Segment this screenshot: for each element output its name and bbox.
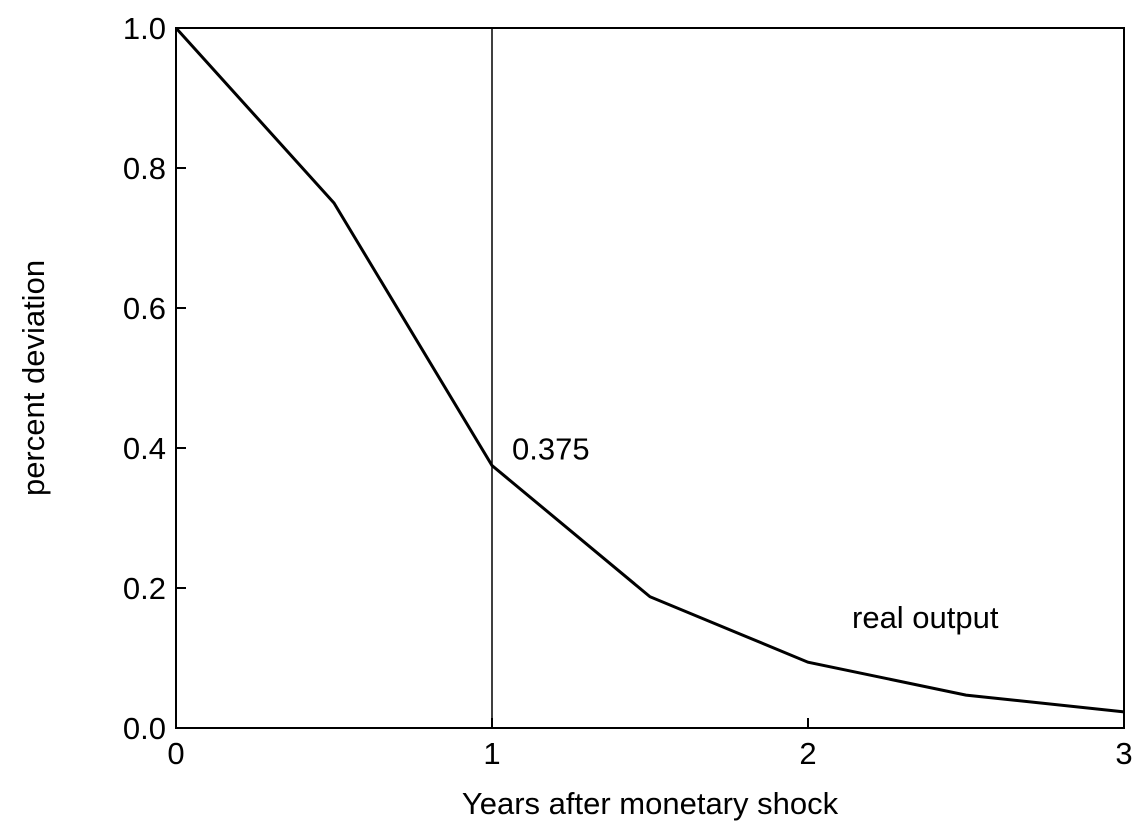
annotation: 0.375 [512,432,590,467]
y-tick-label: 0.8 [123,151,166,186]
x-tick-label: 2 [799,736,816,771]
x-tick-label: 3 [1115,736,1132,771]
y-tick-label: 0.6 [123,291,166,326]
y-tick-label: 0.4 [123,431,166,466]
series-label: real output [852,600,999,635]
y-axis-label: percent deviation [16,260,51,496]
plot-frame [175,27,1125,729]
x-tick-label: 1 [483,736,500,771]
y-tick-label: 0.0 [123,711,166,746]
line [174,26,1125,714]
y-tick-label: 0.2 [123,571,166,606]
x-axis-label: Years after monetary shock [462,786,839,821]
x-tick-label: 0 [167,736,184,771]
y-tick-label: 1.0 [123,11,166,46]
